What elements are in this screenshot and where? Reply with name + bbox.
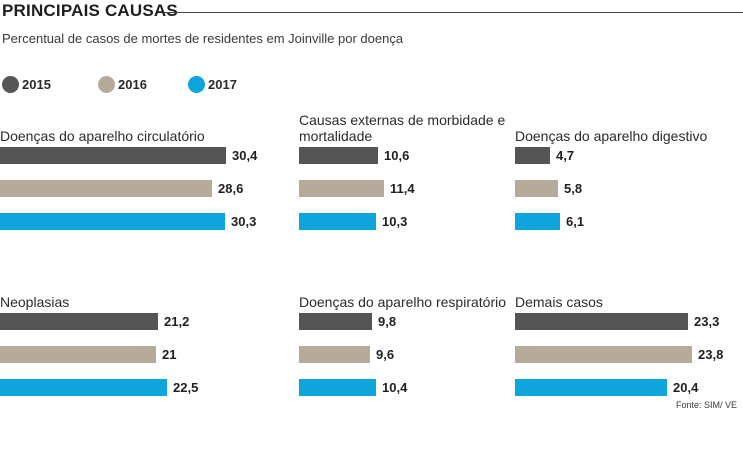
bar-value-label: 10,3: [382, 214, 408, 229]
bar-row-2017: 10,4: [299, 379, 524, 396]
bar-value-label: 23,3: [694, 314, 720, 329]
bar-value-label: 4,7: [556, 148, 575, 163]
panel-title: Doenças do aparelho circulatório: [0, 128, 205, 144]
bar-value-label: 30,4: [232, 148, 258, 163]
bar-row-2017: 30,3: [0, 213, 256, 230]
bar-2015: [515, 147, 550, 164]
chart-panel: Doenças do aparelho circulatório 30,4 28,6…: [0, 128, 257, 287]
bar-2015: [0, 313, 158, 330]
bar-2016: [299, 180, 384, 197]
chart-panel: Doenças do aparelho digestivo 4,7 5,8 6,1: [515, 128, 740, 287]
bar-row-2015: 10,6: [299, 147, 524, 164]
panel-title: Demais casos: [515, 294, 603, 310]
bar-2017: [299, 213, 376, 230]
bar-2016: [515, 346, 692, 363]
bar-value-label: 6,1: [566, 214, 585, 229]
bar-2017: [0, 213, 225, 230]
bar-row-2015: 9,8: [299, 313, 524, 330]
bar-row-2017: 22,5: [0, 379, 225, 396]
bar-2017: [299, 379, 376, 396]
bar-2016: [0, 346, 156, 363]
chart-panel: Demais casos 23,3 23,8 20,4: [515, 294, 740, 453]
legend-label: 2016: [118, 77, 147, 92]
bar-2016: [299, 346, 370, 363]
chart-panel: Neoplasias 21,2 21 22,5: [0, 294, 225, 453]
bar-row-2017: 10,3: [299, 213, 524, 230]
bar-2017: [515, 213, 560, 230]
bar-value-label: 22,5: [173, 380, 199, 395]
chart-panel: Doenças do aparelho respiratório 9,8 9,6 10…: [299, 294, 524, 453]
bar-2017: [0, 379, 167, 396]
bar-value-label: 21,2: [164, 314, 190, 329]
bar-row-2015: 30,4: [0, 147, 257, 164]
bar-value-label: 20,4: [673, 380, 699, 395]
panel-title: Causas externas de morbidade e mortalida…: [299, 112, 506, 144]
legend-item-2016: 2016: [98, 76, 147, 93]
bar-value-label: 28,6: [218, 181, 244, 196]
title-rule: [163, 12, 743, 13]
bar-value-label: 30,3: [231, 214, 257, 229]
legend-label: 2017: [208, 77, 237, 92]
chart-subtitle: Percentual de casos de mortes de residen…: [2, 31, 404, 46]
bar-2016: [0, 180, 212, 197]
bar-2015: [0, 147, 226, 164]
legend-swatch: [98, 76, 115, 93]
bar-row-2016: 23,8: [515, 346, 740, 363]
bar-value-label: 5,8: [564, 181, 583, 196]
legend: 2015 2016 2017: [0, 76, 743, 94]
bar-value-label: 10,6: [384, 148, 410, 163]
chart-title: PRINCIPAIS CAUSAS: [2, 1, 178, 20]
legend-item-2017: 2017: [188, 76, 237, 93]
bar-row-2016: 11,4: [299, 180, 524, 197]
bar-value-label: 23,8: [698, 347, 724, 362]
legend-swatch: [188, 76, 205, 93]
bar-row-2016: 5,8: [515, 180, 740, 197]
bar-2017: [515, 379, 667, 396]
bar-row-2016: 28,6: [0, 180, 243, 197]
panel-title: Neoplasias: [0, 294, 70, 310]
bar-value-label: 21: [162, 347, 177, 362]
bar-row-2015: 23,3: [515, 313, 740, 330]
panel-title: Doenças do aparelho respiratório: [299, 294, 507, 310]
legend-swatch: [2, 76, 19, 93]
bar-row-2017: 6,1: [515, 213, 740, 230]
bar-row-2016: 21: [0, 346, 225, 363]
source-note: Fonte: SIM/ VE: [675, 400, 737, 410]
bar-2015: [515, 313, 688, 330]
legend-label: 2015: [22, 77, 51, 92]
panel-title: Doenças do aparelho digestivo: [515, 128, 708, 144]
bar-row-2015: 21,2: [0, 313, 225, 330]
bar-2015: [299, 147, 378, 164]
bar-value-label: 9,6: [376, 347, 395, 362]
chart-panel: Causas externas de morbidade e mortalida…: [299, 112, 524, 287]
legend-item-2015: 2015: [2, 76, 51, 93]
bar-2015: [299, 313, 372, 330]
bar-value-label: 9,8: [378, 314, 397, 329]
bar-2016: [515, 180, 558, 197]
bar-row-2015: 4,7: [515, 147, 740, 164]
bar-value-label: 11,4: [390, 181, 415, 196]
bar-value-label: 10,4: [382, 380, 408, 395]
bar-row-2016: 9,6: [299, 346, 524, 363]
bar-row-2017: 20,4: [515, 379, 740, 396]
